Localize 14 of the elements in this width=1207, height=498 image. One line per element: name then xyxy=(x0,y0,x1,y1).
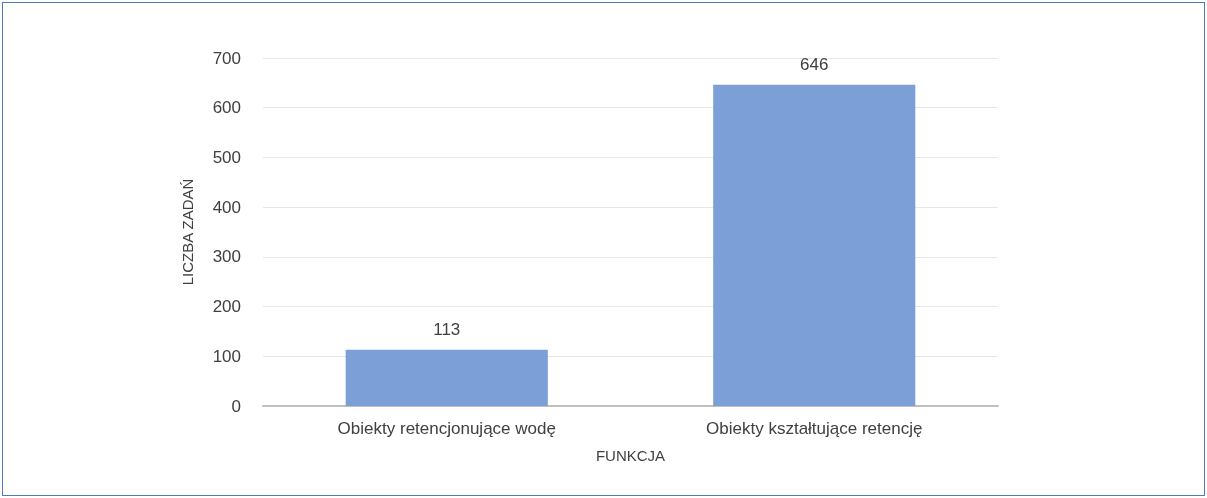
y-tick-label: 100 xyxy=(212,346,241,366)
x-tick-label: Obiekty kształtujące retencję xyxy=(706,419,923,438)
y-tick-label: 700 xyxy=(212,48,241,68)
y-axis-title: LICZBA ZADAŃ xyxy=(179,178,196,286)
y-tick-label: 500 xyxy=(212,147,241,167)
x-tick-label: Obiekty retencjonujące wodę xyxy=(337,419,556,438)
y-tick-label: 0 xyxy=(231,396,241,416)
y-tick-label: 300 xyxy=(212,247,241,267)
y-tick-label: 600 xyxy=(212,98,241,118)
data-label: 113 xyxy=(433,319,461,339)
data-label: 646 xyxy=(800,54,829,74)
x-axis-title: FUNKCJA xyxy=(595,447,666,464)
y-tick-label: 400 xyxy=(212,197,241,217)
y-tick-label: 200 xyxy=(212,297,241,317)
